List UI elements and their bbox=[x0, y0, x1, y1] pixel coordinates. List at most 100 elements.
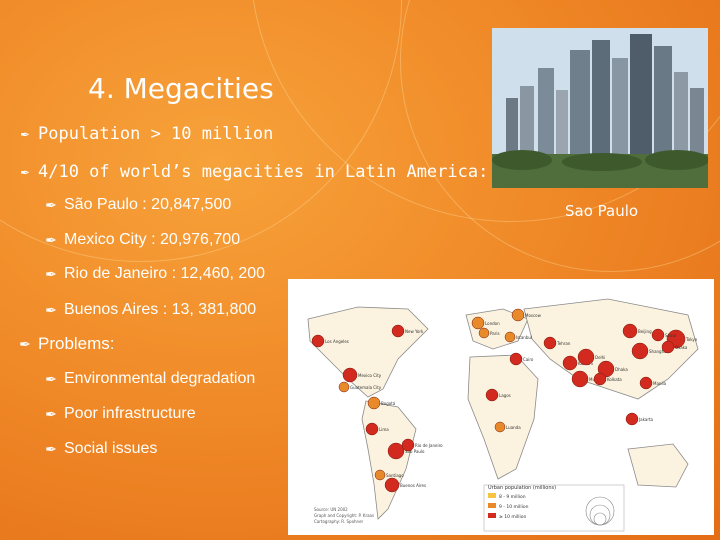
feather-pen-icon: ✒ bbox=[45, 370, 57, 387]
city-label: Jakarta bbox=[638, 417, 654, 422]
problem-text: Social issues bbox=[64, 440, 158, 457]
city-marker bbox=[367, 396, 381, 410]
legend-swatch bbox=[488, 493, 496, 498]
city-marker bbox=[471, 316, 485, 330]
city-label: Dhaka bbox=[615, 367, 628, 372]
map-credit: Graph and Copyright: P. Kraas bbox=[314, 513, 374, 518]
photo-caption: Sao Paulo bbox=[565, 202, 639, 220]
city-label: Mexico City bbox=[358, 373, 382, 378]
city-label: Rio de Janeiro bbox=[415, 443, 443, 448]
city-label: Paris bbox=[490, 331, 500, 336]
city-item: ✒ Mexico City : 20,976,700 bbox=[42, 231, 240, 249]
city-marker bbox=[342, 367, 358, 383]
bullet-population: ✒ Population > 10 million bbox=[16, 124, 274, 144]
city-text: Rio de Janeiro : 12,460, 200 bbox=[64, 265, 266, 282]
map-svg: Urban population (millions) 8 - 9 millio… bbox=[288, 279, 714, 535]
legend-label: 9 - 10 million bbox=[499, 504, 529, 510]
feather-pen-icon: ✒ bbox=[45, 440, 57, 457]
city-marker bbox=[661, 340, 675, 354]
city-label: Los Angeles bbox=[325, 339, 349, 344]
city-marker bbox=[593, 372, 607, 386]
city-marker bbox=[577, 348, 595, 366]
city-marker bbox=[494, 421, 506, 433]
city-text: Mexico City : 20,976,700 bbox=[64, 231, 241, 248]
bullet-text: Population > 10 million bbox=[38, 124, 274, 144]
city-marker bbox=[374, 469, 386, 481]
city-label: Istanbul bbox=[516, 335, 532, 340]
problem-item: ✒ Environmental degradation bbox=[42, 370, 255, 388]
legend-label: 8 - 9 million bbox=[499, 494, 526, 500]
city-label: Kolkata bbox=[607, 377, 622, 382]
legend-swatch bbox=[488, 503, 496, 508]
city-label: Manila bbox=[653, 381, 667, 386]
feather-pen-icon: ✒ bbox=[45, 196, 57, 213]
city-label: Osaka bbox=[675, 345, 688, 350]
problem-text: Poor infrastructure bbox=[64, 405, 196, 422]
city-item: ✒ Buenos Aires : 13, 381,800 bbox=[42, 301, 256, 319]
city-label: Delhi bbox=[595, 355, 605, 360]
city-item: ✒ Rio de Janeiro : 12,460, 200 bbox=[42, 265, 265, 283]
city-item: ✒ São Paulo : 20,847,500 bbox=[42, 196, 231, 214]
feather-pen-icon: ✒ bbox=[45, 301, 57, 318]
legend-label: ≥ 10 million bbox=[499, 514, 526, 520]
africa-shape bbox=[467, 354, 539, 480]
map-credit: Cartography: R. Spohner bbox=[314, 519, 364, 524]
city-text: Buenos Aires : 13, 381,800 bbox=[64, 301, 257, 318]
city-marker bbox=[401, 438, 415, 452]
bullet-text: Problems: bbox=[38, 334, 115, 353]
bullet-latin-america: ✒ 4/10 of world’s megacities in Latin Am… bbox=[16, 162, 489, 182]
city-marker bbox=[562, 355, 578, 371]
city-label: Luanda bbox=[506, 425, 521, 430]
city-marker bbox=[597, 360, 615, 378]
sao-paulo-skyline-photo bbox=[492, 28, 708, 188]
city-label: Shanghai bbox=[649, 349, 668, 354]
city-marker bbox=[622, 323, 638, 339]
city-label: Seoul bbox=[665, 333, 676, 338]
city-label: Santiago bbox=[386, 473, 404, 478]
legend-swatch bbox=[488, 513, 496, 518]
city-marker bbox=[509, 352, 523, 366]
city-text: São Paulo : 20,847,500 bbox=[64, 196, 232, 213]
slide-title: 4. Megacities bbox=[88, 72, 274, 105]
problem-item: ✒ Poor infrastructure bbox=[42, 405, 196, 423]
city-marker bbox=[311, 334, 325, 348]
city-label: Cairo bbox=[523, 357, 534, 362]
problem-item: ✒ Social issues bbox=[42, 440, 157, 458]
city-marker bbox=[365, 422, 379, 436]
city-label: Moscow bbox=[525, 313, 542, 318]
feather-pen-icon: ✒ bbox=[19, 335, 31, 352]
city-label: Bogotá bbox=[381, 401, 396, 406]
city-marker bbox=[651, 328, 665, 342]
city-marker bbox=[639, 376, 653, 390]
city-label: Lagos bbox=[499, 393, 511, 398]
city-marker bbox=[625, 412, 639, 426]
city-marker bbox=[384, 477, 400, 493]
city-marker bbox=[511, 308, 525, 322]
city-label: Beijing bbox=[638, 329, 652, 334]
legend-title: Urban population (millions) bbox=[488, 485, 556, 491]
city-marker bbox=[391, 324, 405, 338]
city-label: Buenos Aires bbox=[400, 483, 426, 488]
city-marker bbox=[338, 381, 350, 393]
feather-pen-icon: ✒ bbox=[45, 405, 57, 422]
legend-size-circle bbox=[593, 512, 607, 526]
city-marker bbox=[571, 370, 589, 388]
city-label: Lima bbox=[379, 427, 389, 432]
world-megacities-map: Urban population (millions) 8 - 9 millio… bbox=[288, 279, 714, 535]
city-label: Tokyo bbox=[685, 337, 698, 342]
city-marker bbox=[631, 342, 649, 360]
legend-box bbox=[483, 484, 625, 532]
australia-shape bbox=[627, 443, 689, 488]
feather-pen-icon: ✒ bbox=[45, 265, 57, 282]
city-marker bbox=[543, 336, 557, 350]
problem-text: Environmental degradation bbox=[64, 370, 256, 387]
bullet-text: 4/10 of world’s megacities in Latin Amer… bbox=[38, 162, 489, 182]
feather-pen-icon: ✒ bbox=[20, 164, 30, 180]
city-label: Tehran bbox=[556, 341, 571, 346]
city-label: Guatemala City bbox=[350, 385, 382, 390]
city-marker bbox=[485, 388, 499, 402]
feather-pen-icon: ✒ bbox=[20, 126, 30, 142]
asia-shape bbox=[523, 298, 699, 400]
feather-pen-icon: ✒ bbox=[45, 231, 57, 248]
